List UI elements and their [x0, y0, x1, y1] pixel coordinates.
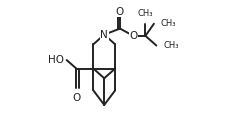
Text: O: O	[129, 31, 138, 41]
Text: HO: HO	[48, 55, 64, 65]
Text: CH₃: CH₃	[163, 41, 179, 50]
Text: O: O	[72, 93, 80, 103]
Text: O: O	[116, 7, 124, 17]
Text: N: N	[100, 30, 108, 40]
Text: CH₃: CH₃	[137, 9, 153, 18]
Text: CH₃: CH₃	[161, 19, 176, 28]
